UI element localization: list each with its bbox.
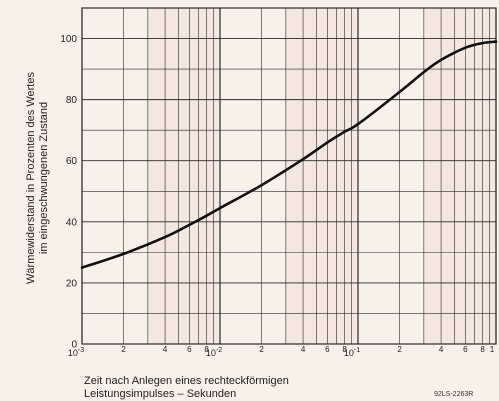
x-axis-title-line-1: Zeit nach Anlegen eines rechteckförmigen [84,375,289,387]
x-tick-label: 6 [463,345,468,354]
x-tick-labels: 10-3 2 4 6 810-2 2 4 6 810-1 2 4 6 8 1 [68,345,495,358]
shade-band [423,8,496,344]
x-tick-label: 8 [204,345,209,354]
shade-band [147,8,220,344]
x-tick-label: 8 [342,345,347,354]
reference-code: 92LS-2263R [434,391,473,398]
x-axis-title-line-2: Leistungsimpulses – Sekunden [84,388,236,400]
x-tick-label: 6 [187,345,192,354]
x-tick-label: 4 [301,345,306,354]
x-tick-label: 10-1 [344,347,360,358]
shade-band [285,8,358,344]
y-tick-label: 80 [66,95,78,106]
x-tick-label: 4 [163,345,168,354]
y-tick-label: 100 [60,34,77,45]
series-line [80,40,498,269]
x-tick-label: 4 [439,345,444,354]
y-tick-labels: 0 20 40 60 80 100 [60,34,77,350]
y-tick-label: 40 [66,217,78,228]
x-tick-label: 1 [490,345,495,354]
x-tick-label: 10-2 [206,347,222,358]
plot-frame [81,7,497,345]
y-tick-label: 20 [66,278,78,289]
x-tick-label: 10-3 [68,347,84,358]
y-axis-title-line-1: Wärmewiderstand in Prozenten des Wertes [25,72,37,284]
plot-background [82,8,496,344]
x-tick-label: 8 [480,345,485,354]
y-axis-title-line-2: im eingeschwungenen Zustand [38,102,50,254]
x-tick-label: 2 [121,345,126,354]
y-tick-label: 0 [71,340,77,351]
x-tick-label: 2 [259,345,264,354]
y-tick-label: 60 [66,156,78,167]
grid-horizontal [82,7,496,345]
shaded-bands [147,8,496,344]
x-tick-label: 6 [325,345,330,354]
x-tick-label: 2 [397,345,402,354]
